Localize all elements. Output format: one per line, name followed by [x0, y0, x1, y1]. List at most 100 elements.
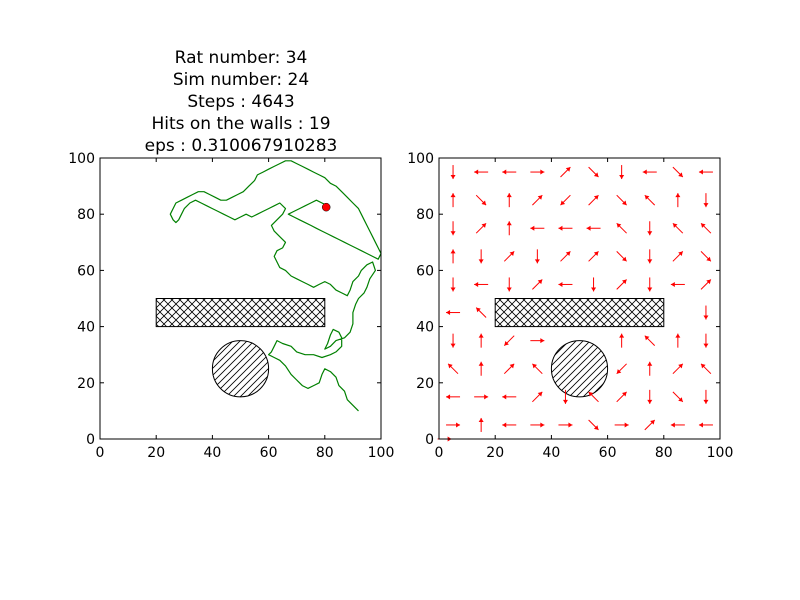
policy-arrows [437, 165, 713, 442]
policy-arrow [644, 419, 656, 431]
policy-arrow [478, 333, 484, 348]
right-ytick-label: 80 [416, 207, 434, 223]
right-obstacles [494, 298, 665, 398]
left-axis-ticks: 0 20 40 60 80 100 0 20 40 60 80 100 [68, 151, 394, 461]
policy-arrow [670, 281, 685, 287]
circle-obstacle [211, 340, 270, 398]
policy-arrow [588, 419, 599, 431]
policy-arrow [475, 194, 487, 206]
policy-arrow [647, 361, 653, 376]
policy-arrow [502, 169, 517, 175]
policy-arrow [647, 221, 653, 236]
policy-arrow [647, 389, 653, 404]
rect-obstacle [155, 298, 326, 328]
policy-arrow [614, 422, 629, 428]
policy-arrow [474, 281, 489, 287]
policy-arrow [560, 166, 571, 178]
policy-arrow [616, 251, 627, 262]
right-ytick-label: 0 [425, 432, 434, 448]
left-xtick-label: 100 [368, 445, 395, 461]
policy-arrow [703, 193, 709, 208]
policy-arrow [562, 389, 568, 404]
policy-arrow [446, 394, 461, 400]
title-line-sim-number: Sim number: 24 [173, 70, 309, 90]
left-ytick-label: 0 [86, 432, 95, 448]
left-ytick-label: 80 [77, 207, 95, 223]
policy-arrow [700, 251, 712, 262]
policy-arrow [506, 193, 512, 208]
right-xtick-label: 60 [599, 445, 617, 461]
left-xtick-label: 40 [203, 445, 221, 461]
policy-arrow [616, 391, 627, 403]
right-xtick-label: 40 [542, 445, 560, 461]
policy-arrow [530, 422, 545, 428]
policy-arrow [478, 417, 484, 432]
policy-arrow [530, 169, 545, 175]
policy-arrow [532, 391, 543, 403]
right-xtick-label: 20 [486, 445, 504, 461]
right-ytick-label: 60 [416, 263, 434, 279]
policy-arrow [558, 281, 573, 287]
policy-arrow [506, 221, 512, 236]
policy-arrow [616, 194, 627, 206]
left-ytick-label: 60 [77, 263, 95, 279]
policy-arrow [588, 251, 599, 262]
left-plot-title: Rat number: 34 Sim number: 24 Steps : 46… [145, 48, 338, 156]
right-ytick-label: 100 [407, 151, 434, 167]
policy-arrow [672, 251, 684, 262]
policy-arrow [675, 193, 681, 208]
policy-arrow [644, 194, 656, 206]
policy-arrow [474, 169, 489, 175]
policy-arrow [647, 277, 653, 292]
policy-arrow [506, 277, 512, 292]
policy-arrow [534, 249, 540, 264]
policy-arrow [446, 422, 461, 428]
policy-arrow [558, 422, 573, 428]
policy-arrow [672, 222, 684, 234]
title-line-eps: eps : 0.310067910283 [145, 136, 338, 156]
policy-arrow [502, 422, 517, 428]
policy-arrow [647, 249, 653, 264]
policy-arrow [532, 279, 543, 290]
policy-arrow [478, 361, 484, 376]
left-plot-frame [99, 157, 382, 440]
policy-arrow [672, 166, 684, 178]
policy-arrow [478, 249, 484, 264]
policy-arrow [450, 249, 456, 264]
policy-arrow [703, 305, 709, 320]
policy-arrow [530, 225, 545, 231]
left-ytick-label: 100 [68, 151, 95, 167]
policy-arrow [446, 310, 461, 316]
policy-arrow [703, 333, 709, 348]
policy-arrow [530, 338, 545, 344]
policy-arrow [700, 363, 712, 375]
right-xtick-label: 0 [435, 445, 444, 461]
title-line-rat-number: Rat number: 34 [175, 48, 308, 68]
policy-arrow [475, 307, 487, 318]
policy-arrow [700, 279, 712, 290]
policy-arrow [698, 422, 713, 428]
right-xtick-label: 80 [655, 445, 673, 461]
rat-trajectory [169, 160, 382, 412]
policy-arrow [642, 169, 657, 175]
left-xtick-label: 20 [147, 445, 165, 461]
policy-arrow [591, 277, 597, 292]
policy-arrow [450, 333, 456, 348]
policy-arrow [588, 194, 599, 206]
policy-arrow [619, 333, 625, 348]
policy-arrow [700, 222, 712, 234]
policy-arrow [532, 194, 543, 206]
left-ytick-label: 40 [77, 320, 95, 336]
left-ytick-label: 20 [77, 376, 95, 392]
trajectory-plot: 0 20 40 60 80 100 0 20 40 60 80 100 [68, 151, 394, 461]
policy-arrow [560, 251, 571, 262]
policy-arrow [644, 335, 656, 346]
policy-arrow [450, 277, 456, 292]
policy-arrow [503, 363, 515, 375]
title-line-wall-hits: Hits on the walls : 19 [151, 114, 330, 134]
policy-arrow [675, 333, 681, 348]
policy-arrow [616, 222, 627, 234]
policy-arrow [619, 165, 625, 180]
policy-plot: 0 20 40 60 80 100 0 20 40 60 80 100 [407, 151, 733, 461]
